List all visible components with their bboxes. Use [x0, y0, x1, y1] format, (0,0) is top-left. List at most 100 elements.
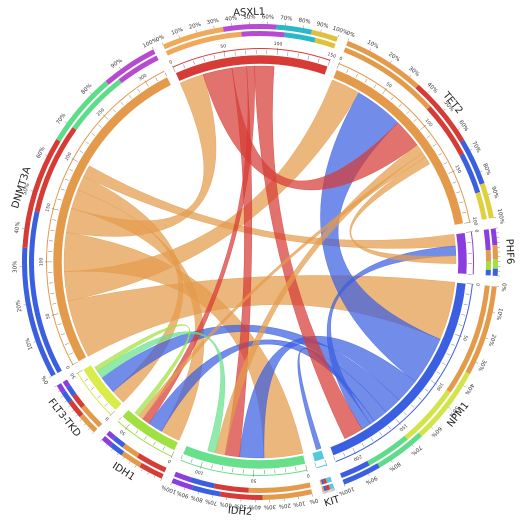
pct-tick	[161, 42, 164, 45]
mix-band-FLT3-TKD	[79, 413, 98, 433]
tick-mark	[135, 430, 139, 434]
mix-band-FLT3-TKD	[62, 379, 71, 389]
mix-band-IDH1	[109, 442, 125, 456]
pct-tick	[30, 190, 33, 192]
mix-band-ASXL1	[222, 23, 277, 32]
tick-mark	[333, 456, 336, 461]
tick-mark	[64, 178, 69, 181]
ribbon-TET2-IDH1	[138, 152, 426, 420]
pct-tick	[457, 128, 461, 130]
mix-band-IDH1	[136, 453, 167, 473]
tick-mark	[51, 313, 59, 316]
mix-band-DNMT3A	[21, 247, 56, 377]
mix-band-PHF6	[483, 229, 491, 251]
tick-mark	[464, 221, 472, 224]
tick-mark	[172, 65, 176, 73]
pct-tick	[178, 35, 180, 39]
mix-band-TET2	[415, 84, 465, 143]
segment-label-PHF6: PHF6	[503, 238, 515, 264]
mix-band-TET2	[459, 153, 481, 194]
pct-label: 90%	[316, 21, 329, 30]
tick-mark	[155, 77, 158, 82]
ribbon-ASXL1-NPM1	[254, 65, 363, 439]
pct-tick	[330, 489, 332, 492]
mix-band-NPM1	[418, 371, 470, 437]
tick-mark	[430, 380, 437, 385]
mix-band-IDH2	[248, 482, 311, 493]
segment-ring-FLT3-TKD	[77, 372, 112, 416]
mix-band-IDH1	[122, 443, 140, 458]
pct-tick	[75, 414, 78, 417]
pct-label: 20%	[387, 52, 401, 64]
pct-label: 10%	[171, 27, 185, 37]
tick-mark	[346, 69, 349, 73]
tick-label: 50	[45, 313, 52, 320]
tick-mark	[90, 387, 95, 391]
pct-label: 80%	[298, 18, 311, 26]
tick-mark	[50, 292, 55, 294]
pct-label: 80%	[481, 163, 491, 177]
pct-tick	[431, 427, 434, 429]
tick-mark	[118, 417, 122, 421]
pct-label: 50%	[243, 14, 255, 21]
mix-band-TET2	[346, 40, 419, 89]
pct-tick	[183, 487, 186, 491]
mix-band-ASXL1	[314, 37, 336, 49]
tick-mark	[411, 404, 415, 408]
segment-ring-PHF6	[470, 231, 474, 275]
tick-label: 150	[44, 203, 52, 213]
tick-mark	[441, 362, 446, 365]
pct-tick	[170, 482, 172, 486]
tick-mark	[324, 459, 328, 467]
pct-tick	[448, 407, 451, 409]
pct-tick	[57, 390, 60, 393]
mix-band-KIT	[320, 479, 325, 485]
pct-label: 30%	[264, 503, 276, 509]
tick-label: 150	[453, 164, 462, 174]
mix-band-KIT	[325, 484, 331, 491]
tick-mark	[57, 198, 62, 201]
tick-mark	[60, 333, 65, 336]
pct-label: 30%	[12, 261, 18, 273]
tick-mark	[398, 103, 402, 108]
pct-tick	[475, 362, 479, 364]
tick-mark	[109, 410, 115, 417]
tick-mark	[314, 462, 317, 467]
pct-label: 80%	[190, 494, 203, 503]
tick-mark	[120, 101, 124, 106]
tick-mark	[443, 162, 448, 165]
ribbon-layer	[63, 65, 457, 459]
pct-label: 100%	[332, 26, 349, 37]
tick-mark	[465, 231, 473, 233]
pct-tick	[329, 489, 331, 493]
tick-mark	[211, 464, 213, 469]
mix-band-KIT	[322, 478, 328, 484]
mix-band-PHF6	[492, 244, 498, 260]
pct-tick	[332, 488, 334, 491]
tick-mark	[327, 58, 331, 66]
pct-tick	[151, 46, 154, 50]
tick-mark	[336, 62, 340, 69]
mix-band-KIT	[323, 485, 327, 492]
tick-label: 50	[119, 428, 127, 436]
segment-label-IDH1: IDH1	[110, 461, 137, 484]
pct-tick	[160, 478, 162, 482]
pct-label: 20%	[487, 333, 497, 347]
pct-tick	[492, 312, 496, 314]
tick-mark	[418, 396, 422, 400]
pct-tick	[141, 468, 143, 472]
tick-mark	[307, 55, 310, 60]
tick-label: 0	[168, 59, 173, 66]
tick-mark	[221, 466, 223, 471]
segment-arc-DNMT3A	[52, 76, 172, 362]
pct-label: 60%	[262, 14, 274, 20]
pct-tick	[116, 453, 119, 456]
mix-band-ASXL1	[165, 31, 242, 56]
segment-label-ASXL1: ASXL1	[233, 7, 265, 19]
pct-tick	[463, 385, 466, 387]
tick-mark	[395, 419, 401, 425]
pct-label: 0%	[41, 374, 50, 385]
tick-mark	[164, 72, 167, 77]
pct-label: 70%	[205, 497, 218, 505]
